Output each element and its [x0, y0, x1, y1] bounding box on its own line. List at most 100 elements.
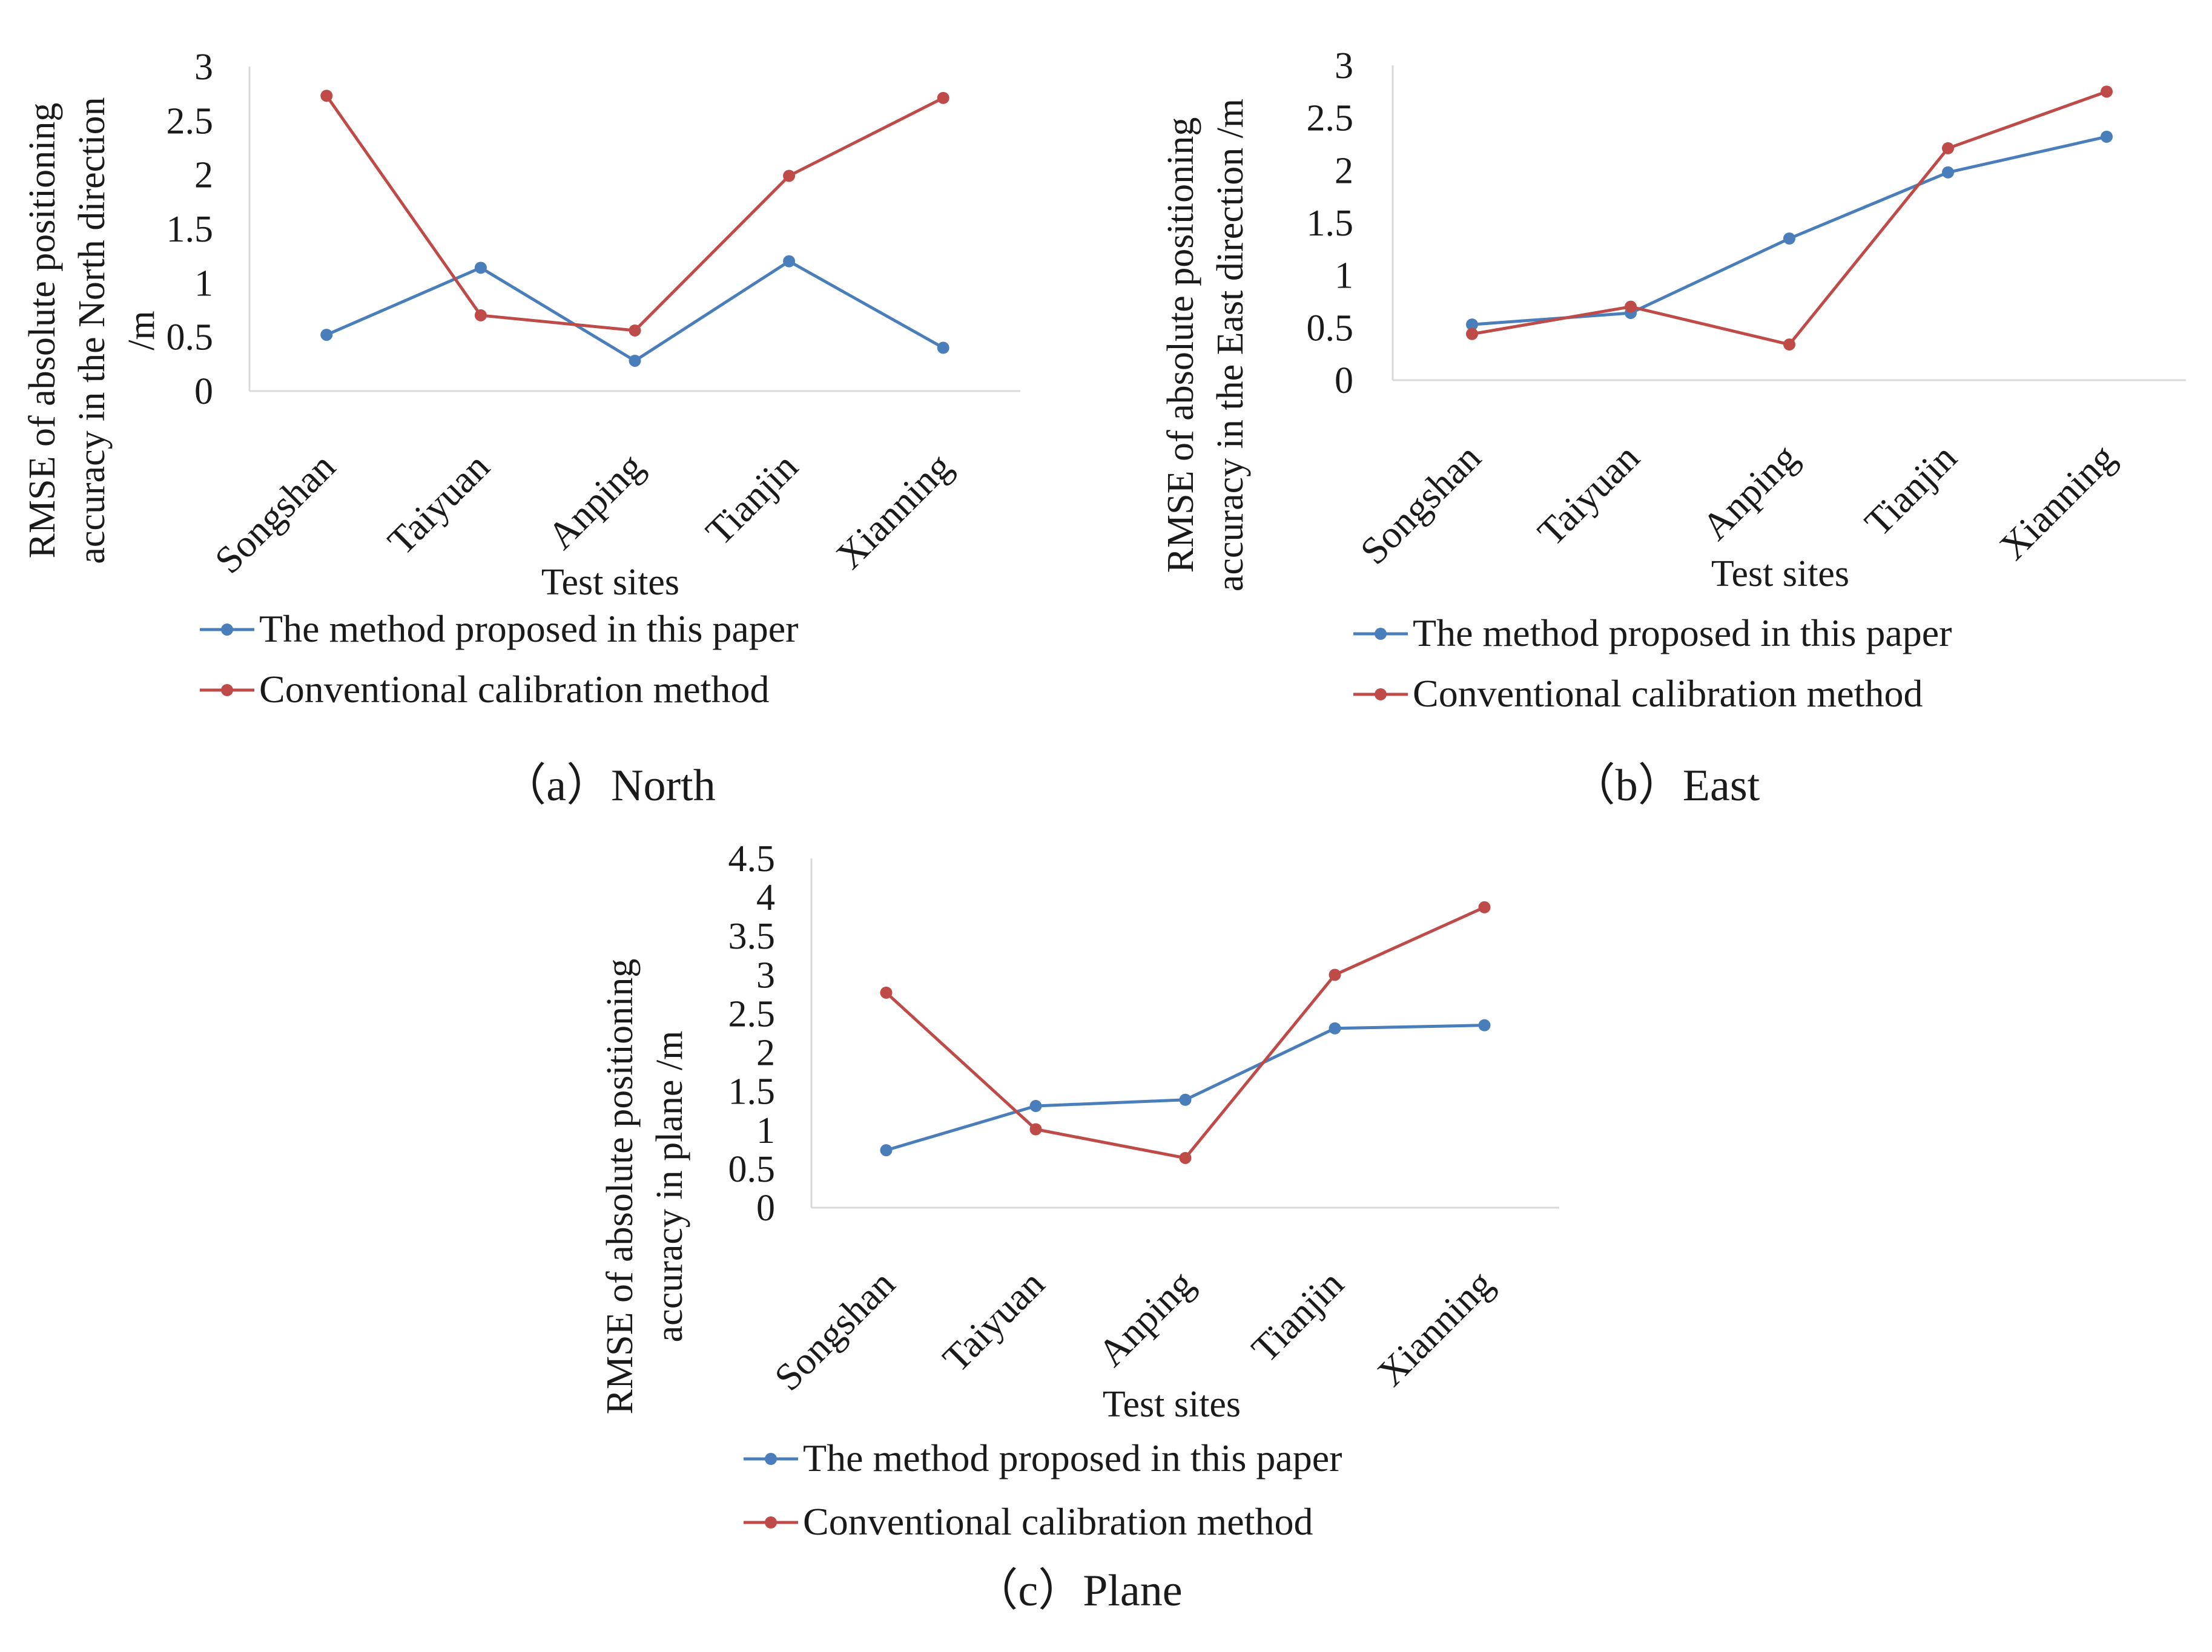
series-line-conventional	[1471, 90, 2107, 346]
series-line-proposed	[1471, 135, 2107, 326]
x-tick-label: Songshan	[1352, 436, 1489, 573]
x-tick-label: Anping	[1694, 436, 1806, 548]
data-point-proposed	[474, 262, 487, 274]
y-tick-label: 2.5	[728, 993, 776, 1035]
series-line-conventional	[885, 906, 1485, 1160]
legend-marker-conventional	[765, 1516, 777, 1529]
data-point-conventional	[1179, 1151, 1192, 1164]
series-line-proposed	[885, 1024, 1485, 1152]
data-point-proposed	[1783, 232, 1795, 245]
legend-item-conventional: Conventional calibration method	[1353, 672, 1923, 715]
data-point-proposed	[629, 354, 641, 367]
x-tick-label: Tianjin	[1857, 436, 1965, 544]
panel-caption: （c）Plane	[973, 1566, 1182, 1616]
legend-item-proposed: The method proposed in this paper	[744, 1436, 1342, 1479]
legend-label: Conventional calibration method	[803, 1500, 1313, 1543]
data-point-proposed	[320, 329, 333, 341]
data-point-proposed	[880, 1144, 893, 1157]
panel-caption: （a）North	[501, 761, 716, 811]
y-tick-label: 3	[756, 955, 775, 996]
x-axis-title: Test sites	[541, 562, 679, 603]
chart-panel-c: 00.511.522.533.544.5 Songshan Taiyuan Anpin…	[599, 838, 1559, 1616]
data-point-conventional	[629, 324, 641, 337]
y-tick-label: 3	[1335, 45, 1353, 87]
y-tick-label: 1.5	[728, 1071, 776, 1113]
x-tick-label: Tianjin	[698, 445, 806, 553]
panel-caption: （b）East	[1571, 761, 1760, 811]
x-tick-label: Tianjin	[1243, 1262, 1352, 1371]
data-point-conventional	[320, 90, 333, 102]
y-tick-label: 0	[756, 1188, 775, 1229]
legend-label: Conventional calibration method	[259, 668, 769, 711]
y-tick-label: 4.5	[728, 838, 776, 880]
y-tick-label: 2	[756, 1033, 775, 1074]
data-point-conventional	[2101, 85, 2113, 98]
data-point-proposed	[1029, 1100, 1042, 1113]
y-tick-label: 0	[194, 371, 213, 412]
y-tick-label: 2	[194, 155, 213, 196]
data-point-conventional	[1466, 327, 1478, 340]
data-point-proposed	[783, 255, 796, 268]
x-tick-label: Taiyuan	[379, 445, 497, 563]
legend-item-proposed: The method proposed in this paper	[200, 607, 798, 650]
y-tick-label: 0.5	[167, 317, 214, 358]
series-line-proposed	[326, 260, 944, 363]
y-axis-title-line: RMSE of absolute positioning	[22, 103, 63, 559]
y-tick-label: 2.5	[167, 100, 214, 142]
data-point-conventional	[1329, 969, 1341, 981]
data-point-proposed	[1466, 318, 1478, 331]
legend-label: The method proposed in this paper	[1413, 611, 1952, 654]
data-point-conventional	[783, 169, 796, 182]
x-axis-title: Test sites	[1711, 553, 1849, 594]
y-tick-label: 0.5	[1307, 308, 1354, 349]
x-tick-label: Xianning	[1991, 436, 2124, 568]
y-axis-title-line: RMSE of absolute positioning	[599, 959, 641, 1415]
x-tick-label: Taiyuan	[934, 1262, 1052, 1380]
y-tick-label: 1	[194, 263, 213, 304]
y-tick-label: 3	[194, 47, 213, 88]
legend-item-conventional: Conventional calibration method	[200, 668, 769, 711]
data-point-proposed	[2101, 130, 2113, 143]
y-tick-label: 0	[1335, 360, 1353, 401]
x-tick-label: Xianning	[1369, 1262, 1502, 1395]
x-tick-label: Anping	[539, 445, 652, 558]
data-point-proposed	[937, 341, 949, 354]
legend-marker-proposed	[765, 1453, 777, 1465]
x-tick-label: Xianning	[828, 445, 960, 578]
data-point-conventional	[1625, 300, 1637, 313]
data-point-conventional	[474, 309, 487, 321]
y-tick-label: 1	[756, 1110, 775, 1151]
y-axis-title-line: RMSE of absolute positioning	[1160, 117, 1201, 573]
data-point-conventional	[880, 986, 893, 999]
legend-label: The method proposed in this paper	[259, 607, 798, 650]
legend-item-conventional: Conventional calibration method	[744, 1500, 1313, 1543]
y-tick-label: 1.5	[1307, 203, 1354, 244]
y-tick-label: 4	[756, 877, 775, 918]
x-tick-label: Anping	[1089, 1262, 1202, 1375]
x-axis-title: Test sites	[1103, 1384, 1241, 1425]
y-tick-label: 3.5	[728, 916, 776, 957]
y-axis-title: RMSE of absolute positioning accuracy in …	[22, 97, 162, 564]
data-point-proposed	[1329, 1022, 1341, 1035]
data-point-conventional	[1942, 142, 1954, 154]
legend-label: The method proposed in this paper	[803, 1436, 1342, 1479]
legend-label: Conventional calibration method	[1413, 672, 1923, 715]
data-point-conventional	[1029, 1123, 1042, 1136]
y-axis-title-line: accuracy in the North direction	[71, 97, 113, 564]
data-point-conventional	[1783, 338, 1795, 351]
y-axis-title-line: accuracy in the East direction /m	[1210, 99, 1251, 591]
data-point-conventional	[1478, 901, 1491, 913]
chart-panel-a: 0 0.5 1 1.5 2 2.5 3 Songshan Taiyuan Anping Tianji…	[22, 47, 1020, 811]
legend-marker-proposed	[221, 624, 233, 636]
x-tick-label: Songshan	[206, 445, 343, 582]
x-tick-label: Songshan	[766, 1262, 903, 1399]
y-axis-title-line: /m	[121, 311, 162, 350]
legend-item-proposed: The method proposed in this paper	[1353, 611, 1952, 654]
data-point-proposed	[1179, 1093, 1192, 1106]
legend-marker-proposed	[1375, 628, 1387, 640]
data-point-conventional	[937, 91, 949, 104]
legend-marker-conventional	[221, 684, 233, 696]
y-axis-title: RMSE of absolute positioning accuracy in …	[599, 959, 690, 1415]
chart-panel-b: 0 0.5 1 1.5 2 2.5 3 Songshan Taiyuan Anping Tianji…	[1160, 45, 2186, 811]
